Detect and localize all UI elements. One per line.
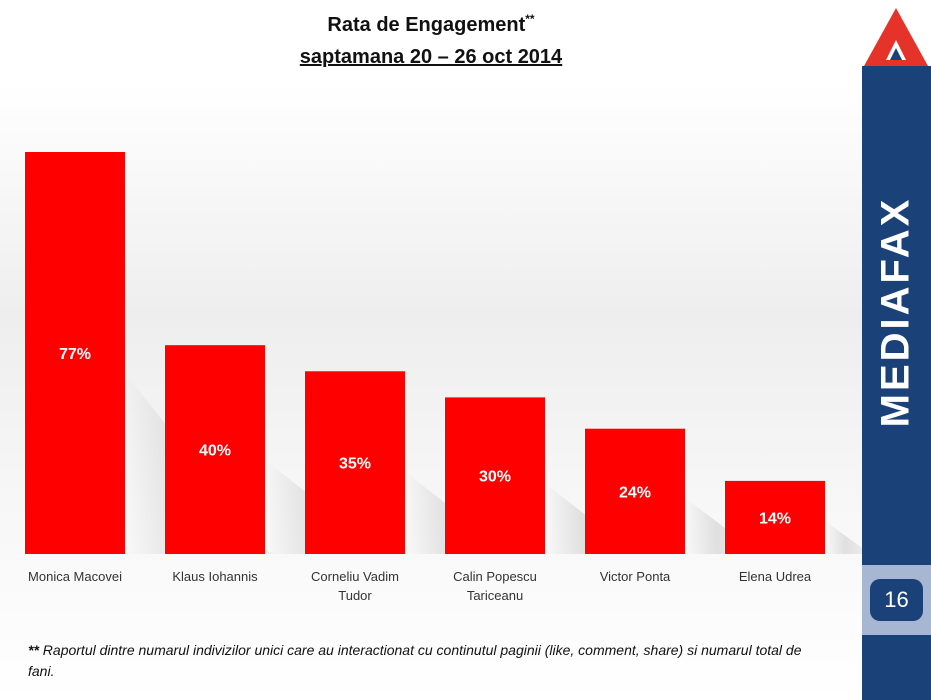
- category-label: Tudor: [338, 588, 372, 603]
- page-number-box: 16: [862, 565, 931, 635]
- bar: [165, 345, 265, 554]
- title-footnote-mark: **: [525, 12, 535, 26]
- mediafax-triangle-logo-icon: [862, 0, 931, 72]
- bar-value-label: 14%: [759, 510, 791, 527]
- category-label: Klaus Iohannis: [172, 569, 258, 584]
- bar-value-label: 77%: [59, 346, 91, 363]
- bar-value-label: 40%: [199, 443, 231, 460]
- bar: [725, 480, 825, 554]
- category-label: Elena Udrea: [739, 569, 812, 584]
- bar: [585, 428, 685, 554]
- category-label: Victor Ponta: [600, 569, 671, 584]
- bar: [305, 371, 405, 554]
- bar-shadow: [125, 373, 275, 554]
- sidebar: MEDIAFAX 16: [862, 0, 931, 700]
- bar-shadow: [825, 521, 862, 554]
- bar-chart: 77% 40% 35% 30% 24% 14% Monica Macovei Klaus I…: [25, 152, 862, 603]
- bar-value-label: 30%: [479, 469, 511, 486]
- slide: Rata de Engagement** saptamana 20 – 26 o…: [0, 0, 862, 700]
- category-label: Tariceanu: [467, 588, 523, 603]
- page-number: 16: [870, 579, 923, 621]
- category-label: Corneliu Vadim: [311, 569, 399, 584]
- bar-shadow: [265, 460, 390, 554]
- bar-value-label: 35%: [339, 456, 371, 473]
- category-label: Monica Macovei: [28, 569, 122, 584]
- chart-title: Rata de Engagement**: [327, 12, 535, 36]
- bar-shadow: [545, 483, 642, 554]
- bar: [25, 152, 125, 554]
- brand-name: MEDIAFAX: [873, 196, 918, 428]
- bar-shadow: [405, 471, 516, 554]
- chart-subtitle: saptamana 20 – 26 oct 2014: [299, 46, 563, 68]
- footnote-text: Raportul dintre numarul indivizilor unic…: [28, 642, 802, 679]
- category-label: Calin Popescu: [453, 569, 537, 584]
- bar-shadow: [685, 497, 764, 554]
- footnote-mark: **: [28, 642, 39, 658]
- bar: [445, 397, 545, 554]
- bar-value-label: 24%: [619, 484, 651, 501]
- footnote: ** Raportul dintre numarul indivizilor u…: [28, 640, 818, 682]
